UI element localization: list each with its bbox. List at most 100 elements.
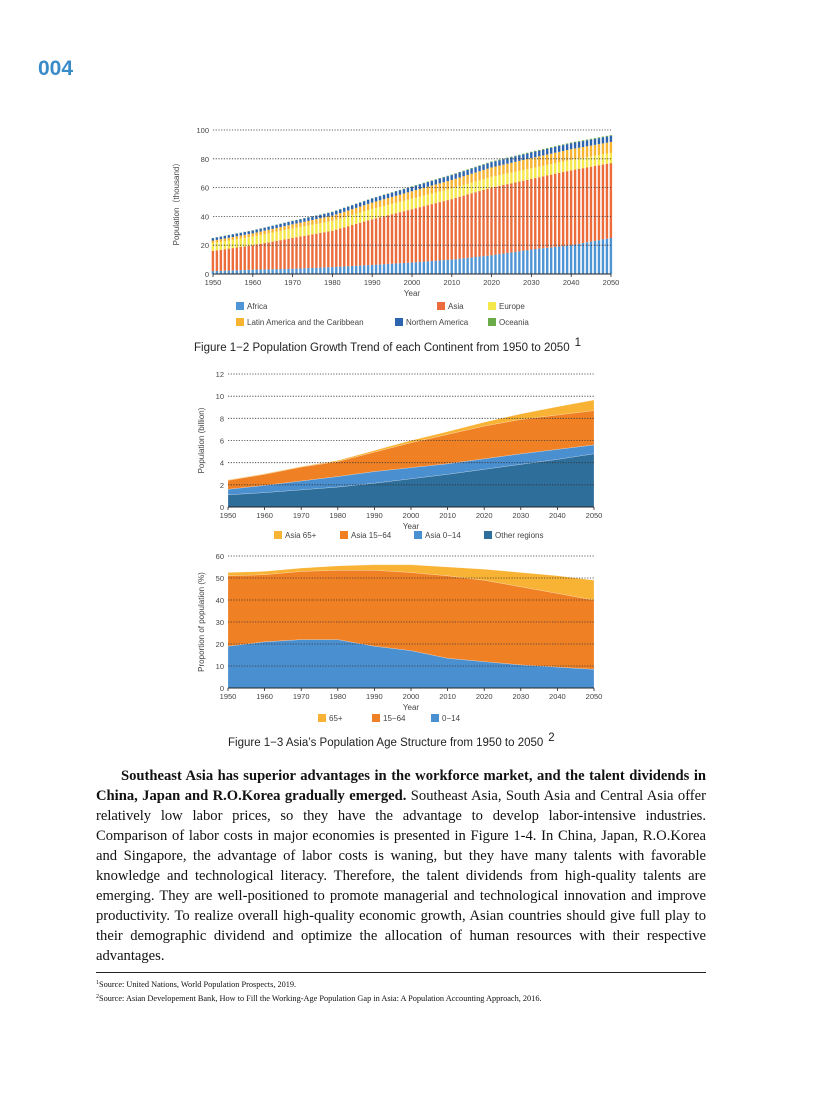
legend-label: Asia 15−64 (351, 531, 392, 540)
bar-northern-america-2030 (530, 152, 533, 159)
bar-latin-america-and-the-caribbean-2040 (569, 149, 573, 160)
bar-northern-america-2029 (526, 153, 529, 160)
bar-africa-2015 (470, 257, 473, 274)
bar-asia-2011 (454, 197, 457, 260)
y-tick-label: 80 (201, 155, 209, 164)
bar-asia-1953 (223, 249, 227, 271)
bar-latin-america-and-the-caribbean-1952 (219, 239, 223, 242)
bar-oceania-2008 (442, 176, 445, 178)
bar-latin-america-and-the-caribbean-2016 (474, 172, 477, 182)
bar-northern-america-1958 (243, 232, 246, 235)
bar-asia-1962 (259, 243, 262, 270)
bar-northern-america-1987 (358, 202, 362, 207)
bar-oceania-2045 (589, 138, 593, 140)
bar-europe-2049 (605, 153, 609, 164)
bar-northern-america-2037 (557, 146, 561, 152)
bar-northern-america-1956 (235, 233, 238, 237)
bar-northern-america-1974 (307, 217, 310, 221)
bar-northern-america-2011 (454, 173, 457, 179)
legend-swatch (488, 318, 496, 326)
bar-latin-america-and-the-caribbean-1966 (275, 227, 278, 232)
bar-europe-1969 (287, 229, 290, 239)
bar-europe-2050 (609, 152, 613, 164)
bar-africa-1996 (394, 263, 398, 274)
bar-asia-2047 (597, 165, 601, 241)
bar-latin-america-and-the-caribbean-1994 (386, 198, 390, 205)
bar-latin-america-and-the-caribbean-2020 (490, 167, 493, 177)
bar-oceania-2032 (538, 149, 541, 151)
x-tick-label: 2010 (443, 278, 460, 287)
bar-latin-america-and-the-caribbean-1975 (311, 220, 314, 225)
bar-africa-1982 (339, 266, 342, 274)
bar-africa-2023 (502, 253, 505, 274)
bar-europe-1959 (247, 237, 250, 246)
x-tick-label: 2000 (403, 692, 420, 701)
legend-swatch (274, 531, 282, 539)
bar-oceania-2046 (593, 138, 597, 139)
bar-northern-america-2007 (438, 178, 441, 184)
bar-europe-1973 (303, 226, 306, 236)
bar-latin-america-and-the-caribbean-1984 (347, 210, 350, 217)
bar-africa-1978 (323, 267, 326, 274)
area-65- (227, 564, 595, 601)
bar-africa-2022 (498, 254, 501, 274)
bar-northern-america-1954 (227, 235, 231, 238)
y-tick-label: 30 (216, 618, 224, 627)
bar-africa-2008 (442, 260, 445, 274)
bar-northern-america-1981 (335, 210, 338, 215)
bar-europe-1974 (307, 225, 310, 236)
bar-europe-2026 (514, 171, 517, 183)
bar-oceania-2030 (530, 151, 533, 153)
bar-northern-america-2050 (609, 135, 613, 142)
bar-africa-2033 (542, 248, 545, 274)
bar-africa-1987 (358, 265, 362, 274)
bar-oceania-2031 (534, 150, 537, 152)
bar-northern-america-2048 (601, 137, 605, 144)
bar-latin-america-and-the-caribbean-1974 (307, 220, 310, 226)
bar-asia-1998 (402, 211, 406, 263)
bar-europe-2033 (542, 165, 545, 177)
bar-africa-1964 (267, 269, 270, 274)
bar-asia-1957 (239, 246, 242, 271)
bar-africa-2017 (478, 256, 481, 274)
bar-northern-america-1976 (315, 215, 318, 220)
bar-northern-america-1998 (402, 189, 406, 194)
bar-africa-2028 (522, 250, 525, 274)
bar-asia-1982 (339, 228, 342, 267)
bar-africa-1955 (231, 270, 234, 274)
bar-europe-2028 (522, 170, 525, 181)
bar-asia-1981 (335, 229, 338, 267)
bar-northern-america-1999 (406, 187, 410, 193)
bar-europe-2012 (458, 186, 461, 197)
bar-northern-america-2040 (569, 143, 573, 150)
x-tick-label: 1960 (244, 278, 261, 287)
bar-africa-1962 (259, 269, 262, 274)
bar-northern-america-1978 (323, 213, 326, 218)
bar-europe-2045 (589, 156, 593, 167)
bar-europe-2006 (434, 192, 437, 204)
bar-latin-america-and-the-caribbean-2007 (438, 183, 441, 192)
bar-latin-america-and-the-caribbean-1965 (271, 228, 274, 233)
bar-oceania-2017 (478, 165, 481, 166)
bar-northern-america-2015 (470, 168, 473, 174)
bar-europe-1985 (351, 214, 354, 226)
bar-latin-america-and-the-caribbean-2002 (418, 188, 422, 197)
y-tick-label: 40 (201, 212, 209, 221)
bar-europe-2019 (486, 177, 489, 189)
x-tick-label: 1960 (256, 511, 273, 520)
bar-africa-1980 (331, 267, 334, 274)
bar-asia-2022 (498, 185, 501, 255)
bar-northern-america-1960 (251, 230, 254, 234)
bar-europe-2008 (442, 190, 445, 202)
footnote-2: 2Source: Asian Developement Bank, How to… (96, 994, 542, 1003)
bar-europe-2027 (518, 170, 521, 182)
bar-asia-2041 (573, 169, 577, 245)
bar-africa-2003 (422, 261, 426, 274)
bar-latin-america-and-the-caribbean-1995 (390, 196, 394, 204)
bar-northern-america-2036 (553, 146, 557, 153)
x-tick-label: 1990 (366, 692, 383, 701)
bar-europe-1955 (231, 239, 234, 249)
bar-northern-america-2028 (522, 154, 525, 160)
bar-oceania-2044 (585, 139, 589, 141)
bar-europe-1983 (343, 217, 346, 228)
